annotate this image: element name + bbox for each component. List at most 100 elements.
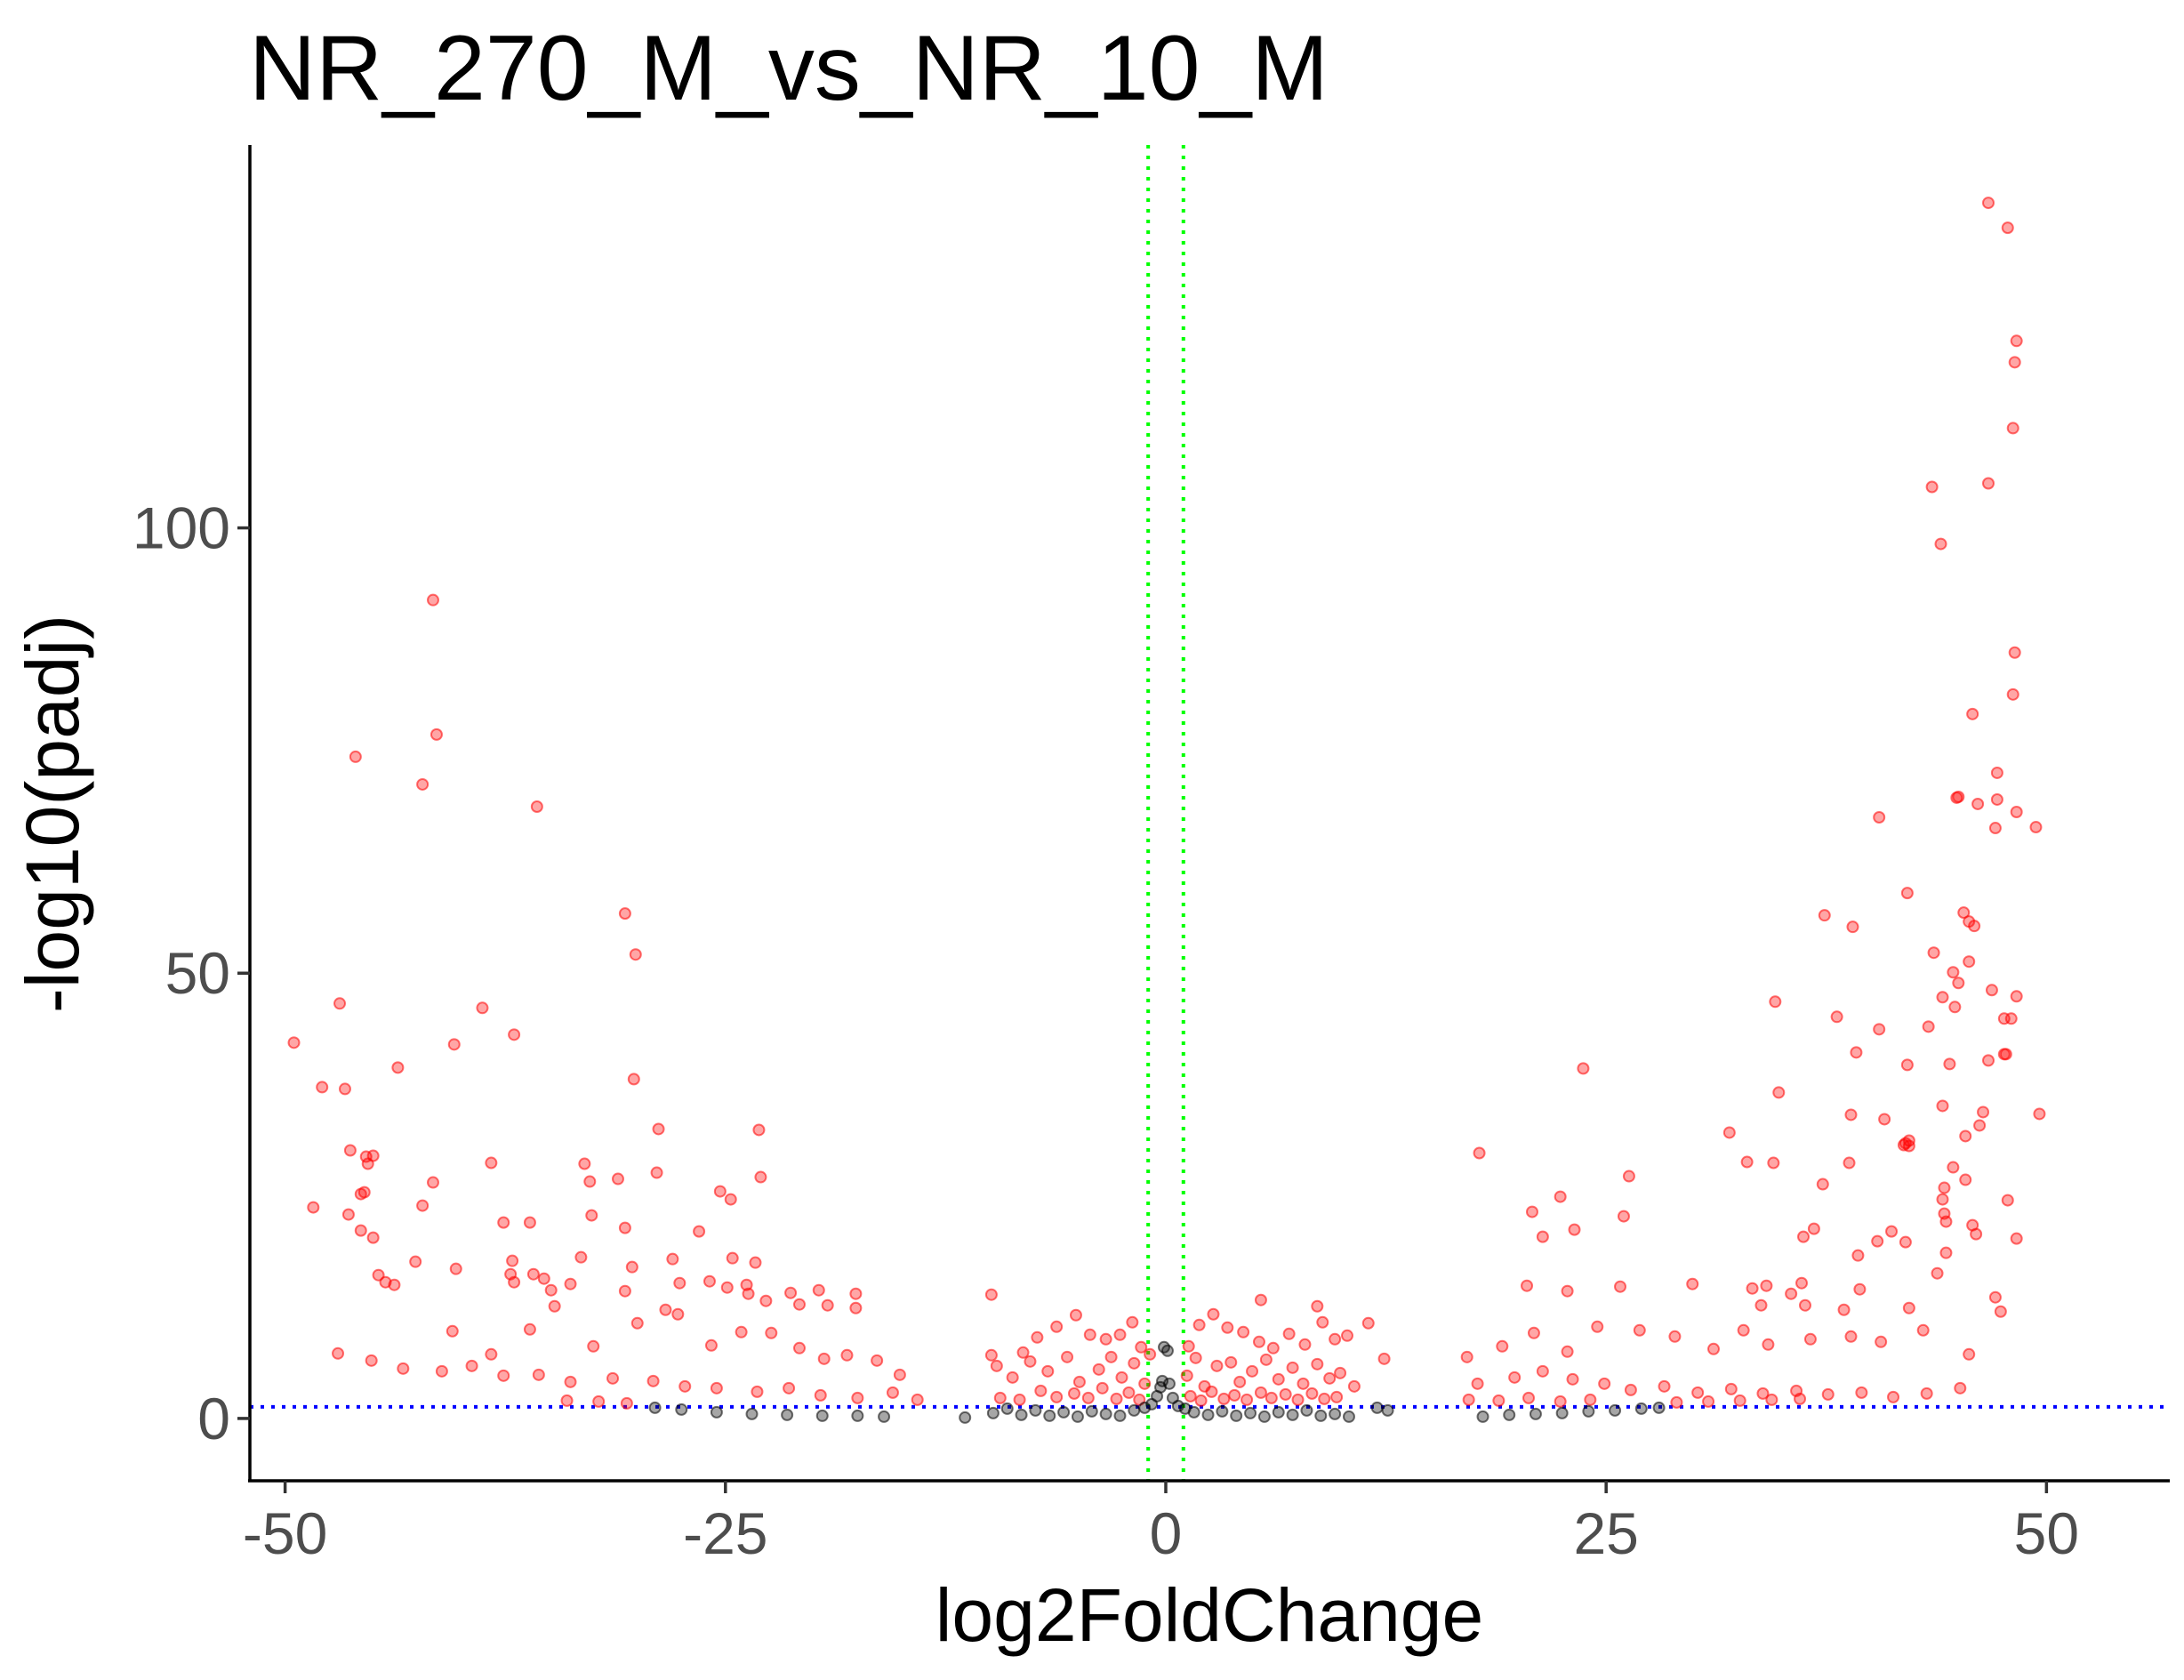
- x-axis-title: log2FoldChange: [935, 1573, 1483, 1657]
- data-point: [783, 1381, 796, 1395]
- data-point: [1555, 1406, 1569, 1419]
- data-point: [1957, 906, 1971, 920]
- data-point: [620, 1396, 633, 1410]
- data-point: [990, 1359, 1003, 1372]
- data-point: [1015, 1408, 1028, 1421]
- data-point: [1875, 1335, 1888, 1348]
- data-point: [1561, 1284, 1574, 1298]
- data-point: [1194, 1394, 1208, 1407]
- data-point: [1069, 1308, 1082, 1322]
- data-point: [1760, 1279, 1773, 1292]
- data-point: [1128, 1403, 1141, 1417]
- data-point: [878, 1410, 891, 1423]
- data-point: [1000, 1402, 1014, 1415]
- data-point: [1970, 1227, 1983, 1241]
- data-point: [1772, 1086, 1786, 1099]
- chart-title: NR_270_M_vs_NR_10_M: [249, 17, 1329, 120]
- data-point: [361, 1157, 374, 1170]
- data-point: [372, 1268, 385, 1282]
- data-point: [1795, 1276, 1809, 1290]
- data-point: [1013, 1393, 1026, 1406]
- data-point: [959, 1411, 972, 1424]
- data-point: [1952, 977, 1965, 990]
- data-point: [1300, 1403, 1313, 1417]
- data-point: [1963, 955, 1976, 969]
- data-point: [1971, 797, 1985, 810]
- data-point: [2010, 805, 2023, 818]
- data-point: [1873, 1023, 1886, 1036]
- data-point: [1582, 1404, 1595, 1418]
- data-point: [1041, 1364, 1055, 1378]
- data-point: [1899, 1235, 1912, 1249]
- data-point: [1034, 1384, 1048, 1397]
- y-tick-label: 0: [197, 1386, 230, 1451]
- data-point: [1113, 1328, 1127, 1341]
- data-point: [564, 1375, 577, 1388]
- data-point: [1224, 1355, 1238, 1369]
- data-point: [1272, 1372, 1285, 1386]
- data-point: [1521, 1279, 1534, 1292]
- data-point: [1329, 1332, 1342, 1346]
- data-point: [986, 1406, 1000, 1419]
- data-point: [1050, 1320, 1064, 1333]
- data-point: [449, 1262, 462, 1275]
- data-point: [1099, 1332, 1112, 1346]
- data-point: [476, 1001, 489, 1015]
- data-point: [648, 1401, 662, 1414]
- data-point: [1189, 1351, 1202, 1364]
- data-point: [1624, 1383, 1637, 1396]
- data-point: [1634, 1402, 1648, 1415]
- data-point: [430, 727, 443, 741]
- data-point: [1298, 1338, 1312, 1351]
- data-point: [792, 1298, 806, 1311]
- data-point: [817, 1352, 831, 1365]
- data-point: [1785, 1287, 1798, 1300]
- data-point: [812, 1283, 825, 1297]
- data-point: [485, 1156, 498, 1170]
- data-point: [1257, 1410, 1271, 1423]
- data-point: [1113, 1409, 1127, 1422]
- data-point: [523, 1322, 536, 1336]
- data-point: [659, 1303, 672, 1316]
- data-point: [1885, 1225, 1899, 1238]
- data-point: [1939, 1215, 1953, 1228]
- y-axis-ticks: 0 50 100: [132, 495, 250, 1451]
- data-point: [1318, 1392, 1331, 1405]
- data-point: [564, 1277, 577, 1290]
- data-point: [759, 1294, 773, 1307]
- data-point: [2008, 646, 2021, 659]
- data-point: [1286, 1408, 1299, 1421]
- data-point: [1981, 477, 1995, 490]
- data-point: [724, 1193, 737, 1206]
- data-point: [765, 1326, 778, 1339]
- data-point: [2006, 422, 2019, 435]
- data-point: [1503, 1408, 1516, 1421]
- data-point: [1614, 1280, 1627, 1293]
- data-point: [1536, 1364, 1549, 1378]
- data-point: [1184, 1389, 1197, 1403]
- data-point: [710, 1381, 723, 1395]
- data-point: [840, 1348, 854, 1362]
- data-point: [1182, 1339, 1195, 1353]
- data-point: [333, 997, 347, 1010]
- data-point: [1279, 1387, 1292, 1401]
- data-point: [1171, 1399, 1184, 1412]
- data-point: [1609, 1403, 1622, 1417]
- data-point: [1508, 1371, 1522, 1384]
- data-point: [1878, 1113, 1891, 1126]
- data-point: [585, 1209, 598, 1222]
- data-point: [1900, 887, 1914, 900]
- data-point: [1853, 1282, 1867, 1296]
- data-point: [1947, 1161, 1960, 1174]
- data-point: [1765, 1393, 1779, 1406]
- data-point: [1072, 1375, 1086, 1388]
- data-point: [1938, 1181, 1951, 1194]
- data-point: [849, 1287, 863, 1300]
- data-point: [1110, 1392, 1123, 1405]
- data-point: [1691, 1386, 1705, 1399]
- data-point: [465, 1359, 478, 1372]
- data-point: [1061, 1350, 1074, 1363]
- data-point: [1115, 1371, 1128, 1384]
- data-point: [1554, 1190, 1567, 1203]
